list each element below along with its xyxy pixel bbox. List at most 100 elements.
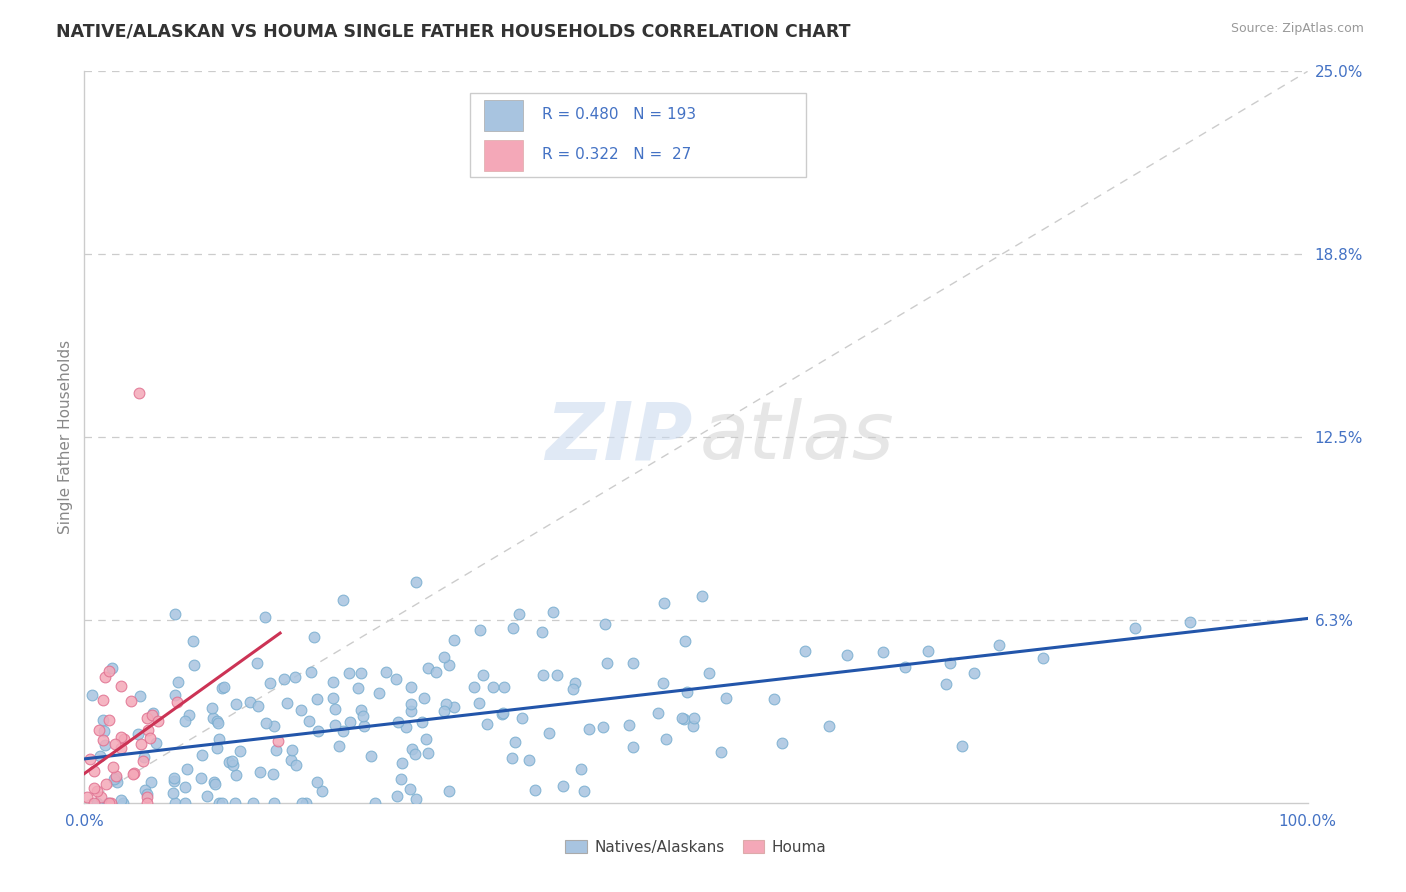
Point [578, 722, 600, 736]
Point [136, 723, 159, 737]
Point [988, 638, 1011, 652]
Point [202, 775, 225, 789]
Point [621, 656, 644, 670]
Point [501, 751, 523, 765]
Point [190, 771, 212, 785]
Point [416, 661, 439, 675]
Point [415, 731, 437, 746]
Point [136, 711, 159, 725]
Point [105, 775, 128, 789]
Point [508, 607, 530, 622]
Point [593, 617, 616, 632]
Text: ZIP: ZIP [546, 398, 692, 476]
Point [387, 714, 409, 729]
Point [281, 743, 304, 757]
Point [332, 593, 354, 607]
Point [276, 696, 298, 710]
Point [262, 767, 284, 781]
Point [163, 771, 186, 785]
Point [174, 796, 197, 810]
Point [569, 762, 592, 776]
Point [1032, 651, 1054, 665]
Point [470, 624, 492, 638]
Point [817, 719, 839, 733]
Point [468, 696, 491, 710]
Point [482, 680, 505, 694]
Point [110, 730, 132, 744]
Point [128, 386, 150, 401]
Point [86, 784, 108, 798]
Point [259, 676, 281, 690]
Point [592, 720, 614, 734]
Point [463, 680, 485, 694]
Point [96, 777, 118, 791]
Point [176, 762, 198, 776]
Point [263, 796, 285, 810]
Point [101, 760, 124, 774]
Point [682, 711, 704, 725]
Point [93, 733, 115, 747]
Point [672, 712, 695, 726]
Point [530, 625, 553, 640]
Point [103, 772, 125, 786]
Point [433, 704, 456, 718]
Point [91, 693, 114, 707]
Point [225, 697, 247, 711]
Point [181, 633, 204, 648]
Point [654, 732, 676, 747]
Point [110, 741, 132, 756]
Point [443, 633, 465, 648]
Point [79, 752, 101, 766]
Point [763, 691, 786, 706]
Point [266, 733, 288, 747]
FancyBboxPatch shape [470, 94, 806, 178]
Point [141, 708, 163, 723]
Text: R = 0.322   N =  27: R = 0.322 N = 27 [541, 147, 692, 162]
Point [135, 790, 157, 805]
Point [91, 713, 114, 727]
Point [561, 681, 583, 696]
Point [772, 736, 794, 750]
Point [273, 672, 295, 686]
Point [367, 686, 389, 700]
Point [179, 707, 201, 722]
Point [280, 753, 302, 767]
Point [690, 589, 713, 603]
Point [332, 724, 354, 739]
Point [110, 793, 132, 807]
Point [617, 718, 640, 732]
Point [350, 665, 373, 680]
Point [389, 772, 412, 787]
Point [541, 605, 564, 619]
Point [533, 668, 555, 682]
Point [564, 675, 586, 690]
Point [523, 783, 546, 797]
Point [83, 764, 105, 778]
Point [131, 754, 153, 768]
Point [145, 736, 167, 750]
Point [710, 745, 733, 759]
Point [472, 668, 495, 682]
Point [211, 681, 233, 695]
Point [298, 714, 321, 728]
Point [129, 690, 152, 704]
Point [443, 700, 465, 714]
Point [375, 665, 398, 680]
Point [246, 656, 269, 670]
Point [218, 755, 240, 769]
Y-axis label: Single Father Households: Single Father Households [58, 340, 73, 534]
Point [142, 706, 165, 721]
Point [104, 737, 127, 751]
Point [174, 714, 197, 729]
Point [294, 796, 316, 810]
Point [305, 692, 328, 706]
Point [339, 715, 361, 730]
Point [229, 744, 252, 758]
Point [311, 784, 333, 798]
Point [122, 766, 145, 780]
Point [202, 711, 225, 725]
Point [512, 711, 534, 725]
Point [652, 596, 675, 610]
Point [1123, 622, 1146, 636]
Point [434, 697, 457, 711]
